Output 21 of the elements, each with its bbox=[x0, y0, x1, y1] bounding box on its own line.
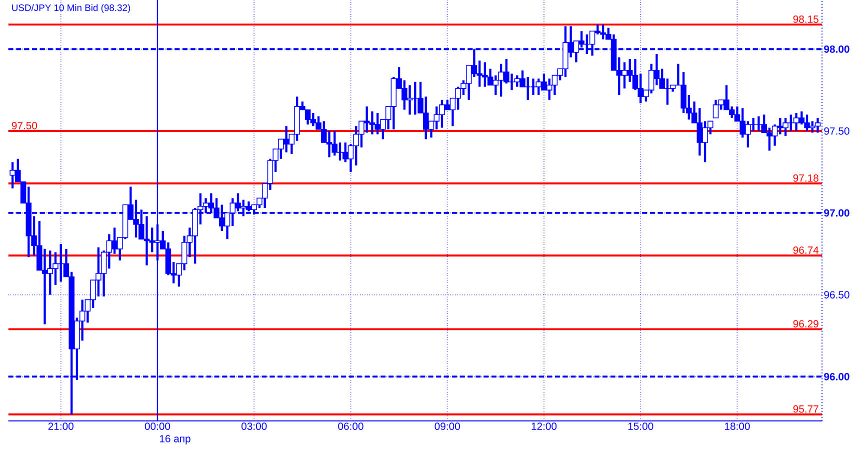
x-tick-label: 03:00 bbox=[242, 422, 267, 430]
x-tick-label: 15:00 bbox=[628, 422, 654, 430]
x-tick-label: 00:00 bbox=[144, 422, 170, 430]
x-tick-label: 09:00 bbox=[434, 422, 460, 430]
y-tick-label: 96.50 bbox=[824, 291, 850, 299]
ref-line-label: 95.77 bbox=[793, 406, 818, 413]
ref-line-label: 98.15 bbox=[793, 16, 818, 24]
y-tick-label: 98.00 bbox=[824, 46, 850, 54]
x-tick-label: 18:00 bbox=[725, 422, 750, 430]
ref-line-label: 96.29 bbox=[793, 320, 818, 328]
ref-line-label: 16 апр bbox=[160, 435, 190, 445]
ref-line-label: 97.50 bbox=[12, 122, 38, 130]
y-tick-label: 97.00 bbox=[824, 209, 850, 217]
ref-line-label: 97.18 bbox=[793, 174, 818, 182]
ref-line-label: 96.74 bbox=[793, 246, 819, 254]
y-tick-label: 96.00 bbox=[824, 373, 850, 381]
y-tick-label: 97.50 bbox=[824, 128, 850, 135]
x-tick-label: 21:00 bbox=[48, 422, 74, 430]
chart-title: USD/JPY 10 Min Bid (98.32) bbox=[12, 4, 130, 14]
x-tick-label: 12:00 bbox=[532, 422, 557, 430]
x-tick-label: 06:00 bbox=[338, 422, 364, 430]
